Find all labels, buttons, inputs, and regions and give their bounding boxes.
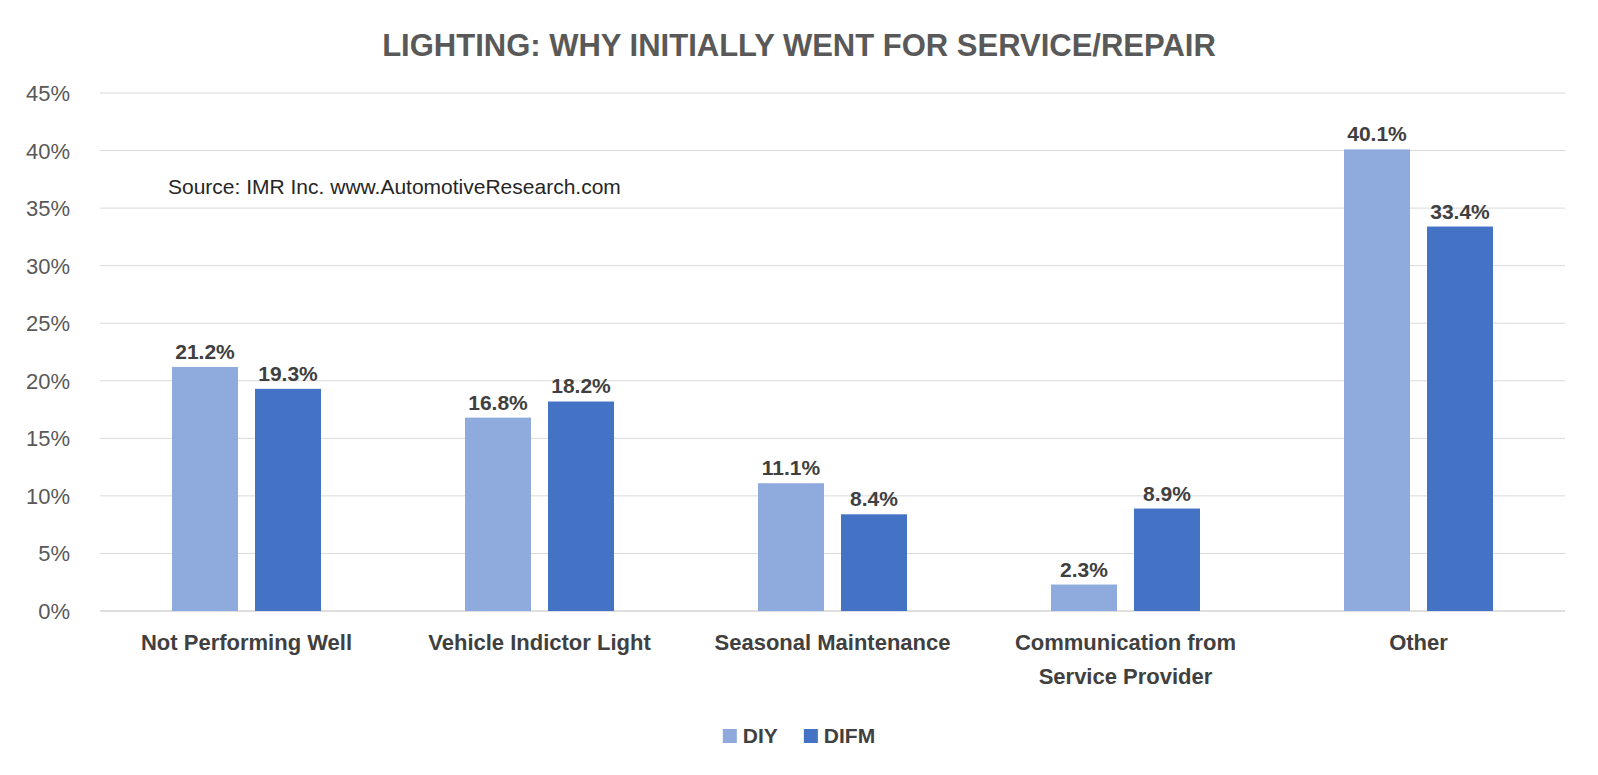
y-tick-label: 25% [26, 311, 70, 336]
data-label: 8.4% [850, 487, 898, 510]
grid-line [100, 93, 1565, 94]
bar [841, 514, 907, 611]
x-tick-label: Seasonal Maintenance [715, 630, 951, 655]
y-tick-label: 5% [38, 541, 70, 566]
title: LIGHTING: WHY INITIALLY WENT FOR SERVICE… [382, 28, 1216, 63]
annotation: Source: IMR Inc. www.AutomotiveResearch.… [168, 175, 621, 198]
data-label: 8.9% [1143, 482, 1191, 505]
bar [255, 389, 321, 611]
bar [172, 367, 238, 611]
y-tick-label: 45% [26, 81, 70, 106]
legend-label: DIFM [824, 724, 875, 747]
y-tick-label: 0% [38, 599, 70, 624]
bar [1427, 227, 1493, 611]
bar [758, 483, 824, 611]
legend-item: DIY [723, 724, 778, 747]
x-tick-label: Vehicle Indictor Light [428, 630, 651, 655]
data-labels: 21.2% 19.3% 16.8% 18.2% 11.1% 8.4% 2.3% 8.9% 40.… [175, 122, 1490, 580]
bar [548, 401, 614, 611]
bars [172, 149, 1493, 611]
data-label: 11.1% [762, 456, 821, 479]
y-tick-label: 20% [26, 369, 70, 394]
x-tick-label: Communication fromService Provider [1015, 630, 1236, 689]
legend-item: DIFM [804, 724, 875, 747]
data-label: 18.2% [551, 374, 611, 397]
y-tick-label: 40% [26, 139, 70, 164]
bar [465, 418, 531, 611]
y-tick-label: 10% [26, 484, 70, 509]
data-label: 21.2% [175, 340, 235, 363]
x-tick-label: Not Performing Well [141, 630, 352, 655]
bar [1051, 585, 1117, 611]
legend: DIY DIFM [723, 724, 875, 747]
background [0, 0, 1598, 775]
y-tick-label: 30% [26, 254, 70, 279]
data-label: 33.4% [1430, 200, 1490, 223]
bar [1134, 509, 1200, 611]
legend-swatch [723, 729, 737, 743]
x-tick-label: Other [1389, 630, 1448, 655]
data-label: 16.8% [468, 391, 528, 414]
legend-label: DIY [743, 724, 778, 747]
grid [100, 93, 1565, 611]
y-tick-label: 35% [26, 196, 70, 221]
data-label: 19.3% [258, 362, 318, 385]
bar [1344, 149, 1410, 611]
legend-swatch [804, 729, 818, 743]
data-label: 40.1% [1347, 122, 1407, 145]
chart: LIGHTING: WHY INITIALLY WENT FOR SERVICE… [0, 0, 1598, 775]
y-tick-label: 15% [26, 426, 70, 451]
data-label: 2.3% [1060, 558, 1108, 581]
